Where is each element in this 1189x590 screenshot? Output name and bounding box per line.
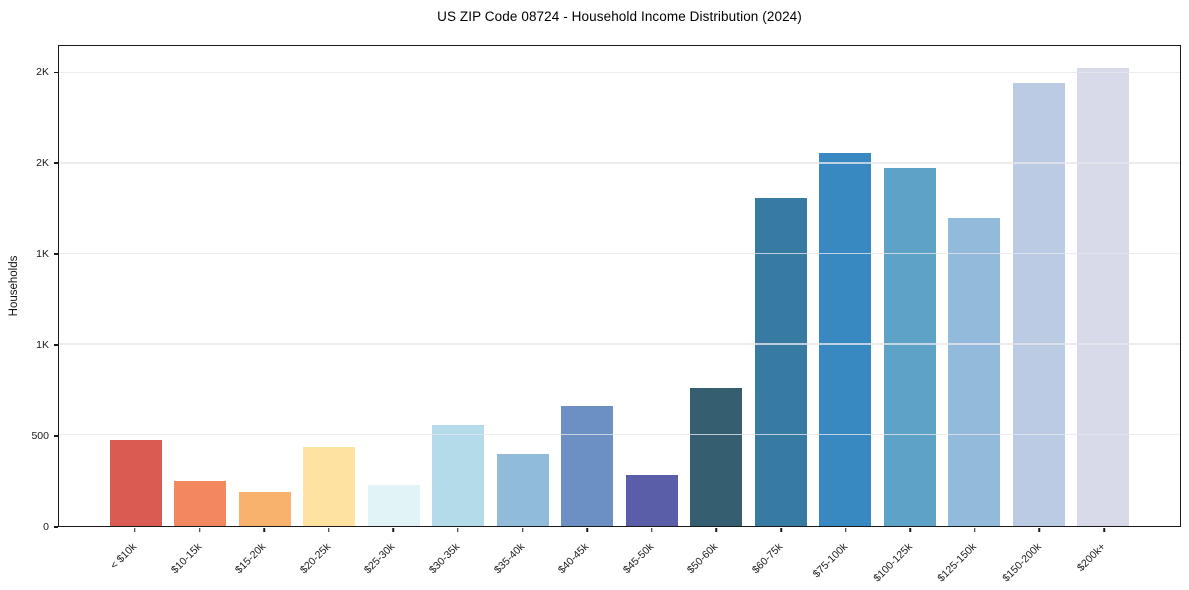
x-tick-label: < $10k [108,540,140,572]
bar [174,480,227,526]
x-tick-mark [263,528,265,532]
y-axis: 0 500 1K 1K 2K 2K [0,45,58,533]
bar [561,406,614,526]
x-tick-mark [457,528,459,532]
x-tick-mark [780,528,782,532]
x-tick-label: $20-25k [297,540,333,577]
y-tick-mark [54,526,58,528]
bar [432,424,485,526]
x-tick-mark [521,528,524,532]
gridline [59,71,1180,74]
bar [690,388,743,526]
chart-title: US ZIP Code 08724 - Household Income Dis… [437,9,802,24]
y-tick-label: 2K [36,157,49,170]
bar [1077,67,1130,526]
x-tick-mark [715,528,718,532]
y-tick-mark [54,344,58,346]
bar [1012,83,1065,526]
x-tick-label: $200k+ [1075,540,1109,574]
x-tick-label: $10-15k [168,540,204,577]
x-tick-label: $15-20k [233,540,269,577]
x-tick-label: $75-100k [810,540,850,581]
x-tick-label: $40-45k [556,540,592,577]
x-tick-label: $30-35k [426,540,463,577]
gridline [59,252,1180,255]
bar [819,152,872,526]
x-axis: < $10k $10-15k $15-20k $20-25k $25-30k $30-35… [58,527,1181,589]
y-tick-mark [54,162,58,164]
x-tick-label: $35-40k [491,540,527,577]
x-tick-mark [974,528,976,532]
y-tick-label: 2K [36,66,49,79]
bar [883,168,936,526]
bar [496,453,549,526]
x-tick-label: $45-50k [620,540,657,577]
y-tick-label: 1K [36,339,49,352]
x-tick-mark [198,528,201,532]
x-tick-mark [327,528,330,532]
y-tick-label: 0 [43,521,49,533]
bar [754,198,807,526]
y-tick-mark [54,71,58,74]
x-tick-mark [1103,528,1105,532]
x-tick-label: $100-125k [870,540,915,585]
bar [303,447,356,526]
gridline [59,343,1180,345]
x-tick-label: $25-30k [362,540,398,577]
x-tick-mark [134,528,136,532]
bar [367,485,420,526]
bar [238,491,291,526]
y-tick-mark [54,435,58,437]
x-tick-label: $60-75k [749,540,786,577]
y-tick-label: 1K [36,248,49,261]
bar [109,439,162,526]
bar [948,218,1001,526]
x-tick-label: $50-60k [685,540,721,577]
plot-area [58,45,1181,527]
x-tick-mark [392,528,395,532]
y-tick-label: 500 [31,430,49,443]
x-tick-mark [586,528,588,532]
x-tick-mark [651,528,653,532]
x-tick-mark [1038,528,1041,532]
x-tick-mark [844,528,847,532]
x-tick-label: $125-150k [935,540,980,585]
y-tick-mark [54,253,58,255]
gridline [59,162,1180,164]
bar [625,475,678,526]
x-tick-label: $150-200k [1000,540,1044,585]
gridline [59,433,1180,436]
x-tick-mark [909,528,911,532]
